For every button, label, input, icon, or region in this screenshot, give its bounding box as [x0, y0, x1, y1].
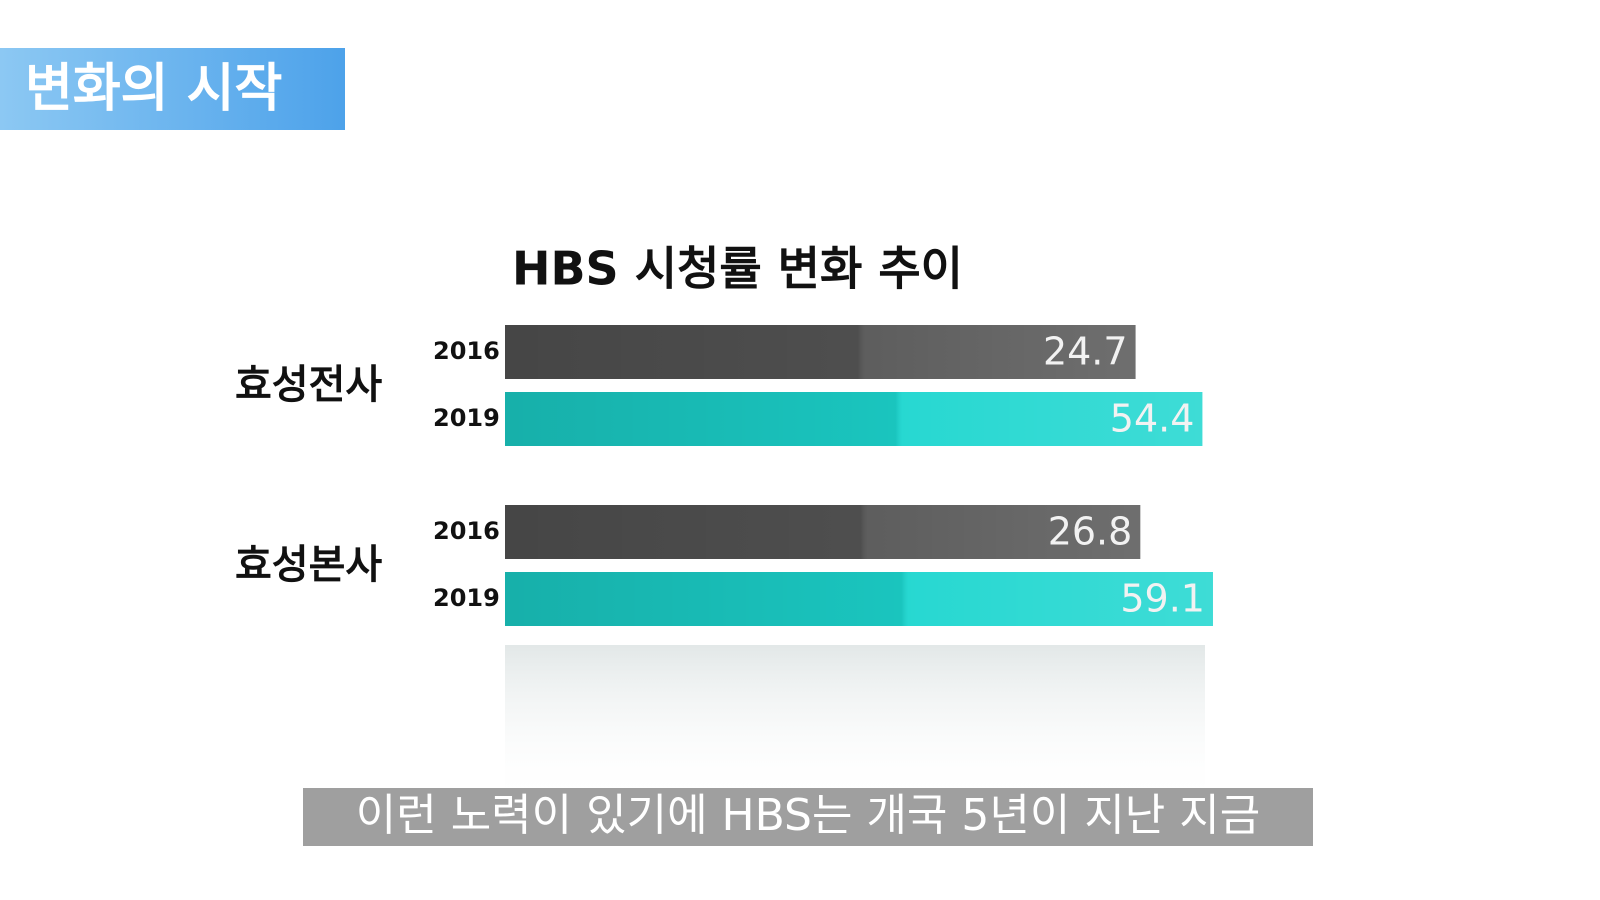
value-label: 54.4: [1110, 397, 1195, 441]
bar-shade: [505, 325, 1136, 379]
value-label: 26.8: [1048, 510, 1133, 554]
series-label: 2016: [433, 517, 500, 545]
chart-title: HBS 시청률 변화 추이: [512, 242, 963, 296]
series-label: 2019: [433, 404, 500, 432]
category-label: 효성본사: [235, 542, 382, 588]
plot: 효성전사 2016 24.7 2019 54.4 효성본사 2016 26.8 2019 59.1: [235, 325, 1213, 626]
header-box: [0, 48, 345, 130]
category-label: 효성전사: [235, 362, 382, 408]
series-label: 2019: [433, 584, 500, 612]
bar-shade: [505, 572, 1213, 626]
bar-shade: [505, 505, 1141, 559]
header: 변화의 시작: [25, 59, 282, 119]
reflection: [505, 645, 1205, 805]
caption: 이런 노력이 있기에 HBS는 개국 5년이 지난 지금: [356, 790, 1261, 841]
value-label: 59.1: [1120, 577, 1205, 621]
bar-shade: [505, 392, 1203, 446]
caption-box: [303, 788, 1313, 846]
value-label: 24.7: [1043, 330, 1128, 374]
series-label: 2016: [433, 337, 500, 365]
